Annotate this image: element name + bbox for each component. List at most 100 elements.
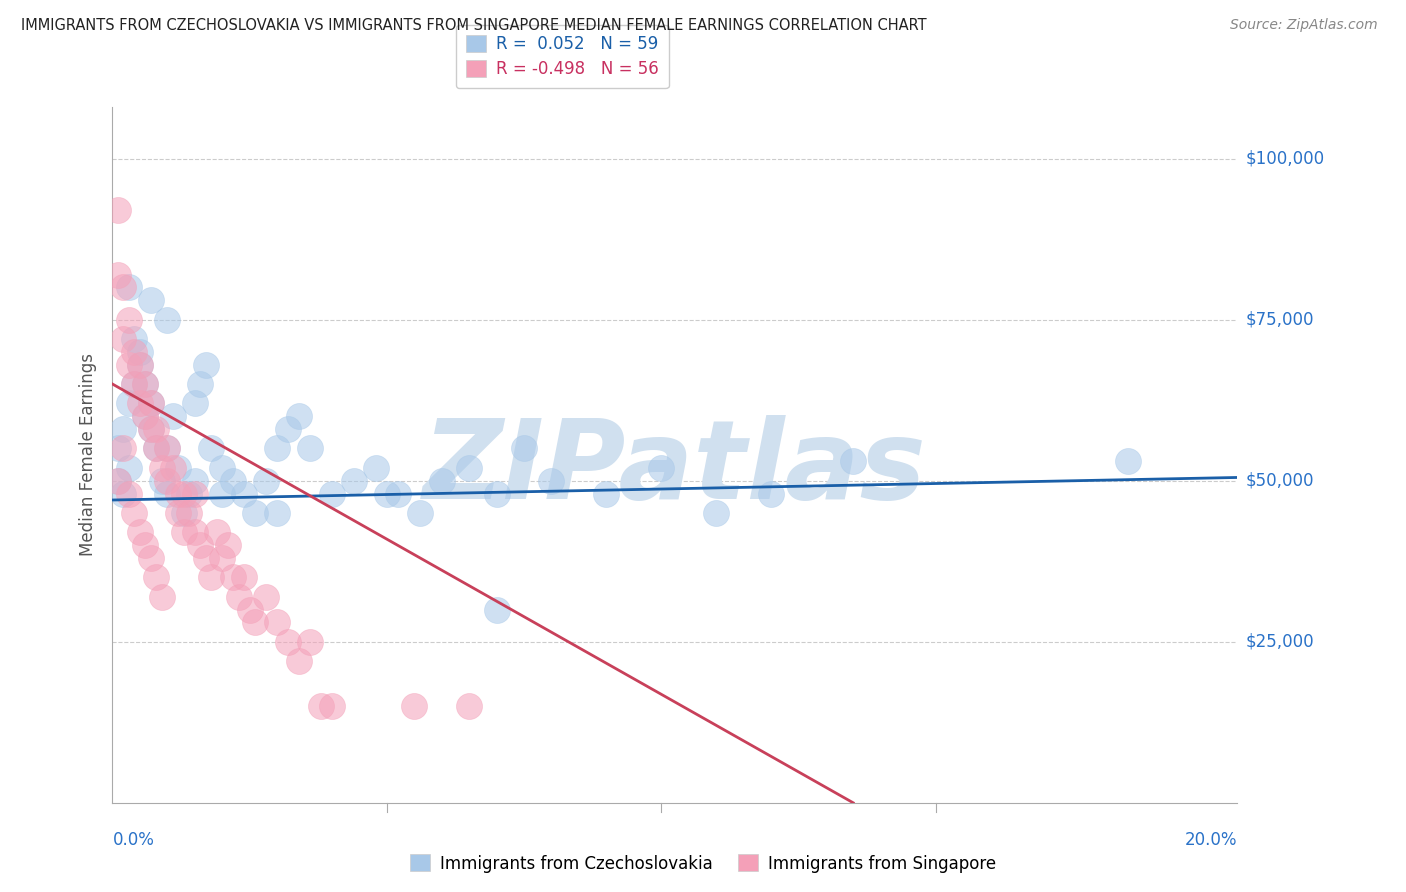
Point xyxy=(184,474,207,488)
Point xyxy=(162,409,184,424)
Point xyxy=(298,442,321,456)
Legend: R =  0.052   N = 59, R = -0.498   N = 56: R = 0.052 N = 59, R = -0.498 N = 56 xyxy=(456,25,669,88)
Point xyxy=(375,486,398,500)
Point xyxy=(139,551,162,566)
Point xyxy=(118,280,141,294)
Point xyxy=(430,474,453,488)
Point xyxy=(156,442,179,456)
Point xyxy=(150,460,173,475)
Point xyxy=(184,486,207,500)
Point xyxy=(156,486,179,500)
Point xyxy=(200,442,222,456)
Point xyxy=(107,442,129,456)
Point xyxy=(254,474,277,488)
Point xyxy=(205,525,228,540)
Point xyxy=(540,474,562,488)
Point xyxy=(254,590,277,604)
Point xyxy=(222,474,245,488)
Point xyxy=(200,570,222,584)
Text: $100,000: $100,000 xyxy=(1246,150,1324,168)
Point xyxy=(150,474,173,488)
Point xyxy=(145,442,167,456)
Point xyxy=(129,358,152,372)
Text: 20.0%: 20.0% xyxy=(1185,830,1237,848)
Legend: Immigrants from Czechoslovakia, Immigrants from Singapore: Immigrants from Czechoslovakia, Immigran… xyxy=(404,847,1002,880)
Point xyxy=(118,460,141,475)
Point xyxy=(112,332,135,346)
Text: IMMIGRANTS FROM CZECHOSLOVAKIA VS IMMIGRANTS FROM SINGAPORE MEDIAN FEMALE EARNIN: IMMIGRANTS FROM CZECHOSLOVAKIA VS IMMIGR… xyxy=(21,18,927,33)
Point xyxy=(364,460,387,475)
Point xyxy=(217,538,239,552)
Point xyxy=(139,422,162,436)
Point xyxy=(167,506,190,520)
Point xyxy=(184,396,207,410)
Point xyxy=(239,602,262,616)
Point xyxy=(162,460,184,475)
Point xyxy=(179,486,201,500)
Point xyxy=(194,358,217,372)
Point xyxy=(194,551,217,566)
Point xyxy=(387,486,409,500)
Text: 0.0%: 0.0% xyxy=(112,830,155,848)
Point xyxy=(243,506,266,520)
Point xyxy=(343,474,366,488)
Point xyxy=(129,344,152,359)
Point xyxy=(233,570,256,584)
Point xyxy=(124,377,146,392)
Point xyxy=(156,474,179,488)
Point xyxy=(134,409,156,424)
Point xyxy=(173,525,195,540)
Point xyxy=(404,699,426,714)
Point xyxy=(129,525,152,540)
Point xyxy=(184,525,207,540)
Point xyxy=(321,486,343,500)
Point xyxy=(134,409,156,424)
Point xyxy=(139,422,162,436)
Point xyxy=(277,634,299,648)
Point xyxy=(842,454,865,468)
Point xyxy=(277,422,299,436)
Point xyxy=(112,442,135,456)
Point xyxy=(112,280,135,294)
Point xyxy=(139,396,162,410)
Point xyxy=(107,474,129,488)
Point xyxy=(129,358,152,372)
Point xyxy=(458,699,481,714)
Point xyxy=(118,396,141,410)
Point xyxy=(134,538,156,552)
Point xyxy=(188,377,211,392)
Point xyxy=(211,460,233,475)
Point xyxy=(458,460,481,475)
Text: $25,000: $25,000 xyxy=(1246,632,1315,651)
Point xyxy=(134,377,156,392)
Point xyxy=(167,486,190,500)
Point xyxy=(1116,454,1139,468)
Point xyxy=(228,590,250,604)
Point xyxy=(595,486,617,500)
Point xyxy=(179,506,201,520)
Point xyxy=(112,486,135,500)
Point xyxy=(513,442,536,456)
Point xyxy=(139,293,162,308)
Point xyxy=(233,486,256,500)
Point xyxy=(173,486,195,500)
Point xyxy=(124,377,146,392)
Point xyxy=(167,460,190,475)
Point xyxy=(485,486,508,500)
Point xyxy=(266,442,288,456)
Point xyxy=(118,486,141,500)
Point xyxy=(145,570,167,584)
Point xyxy=(145,422,167,436)
Text: $75,000: $75,000 xyxy=(1246,310,1315,328)
Point xyxy=(298,634,321,648)
Point xyxy=(309,699,332,714)
Point xyxy=(124,506,146,520)
Point xyxy=(650,460,672,475)
Point xyxy=(124,332,146,346)
Point xyxy=(118,358,141,372)
Point xyxy=(211,551,233,566)
Point xyxy=(112,422,135,436)
Point xyxy=(118,312,141,326)
Point xyxy=(156,442,179,456)
Point xyxy=(288,409,311,424)
